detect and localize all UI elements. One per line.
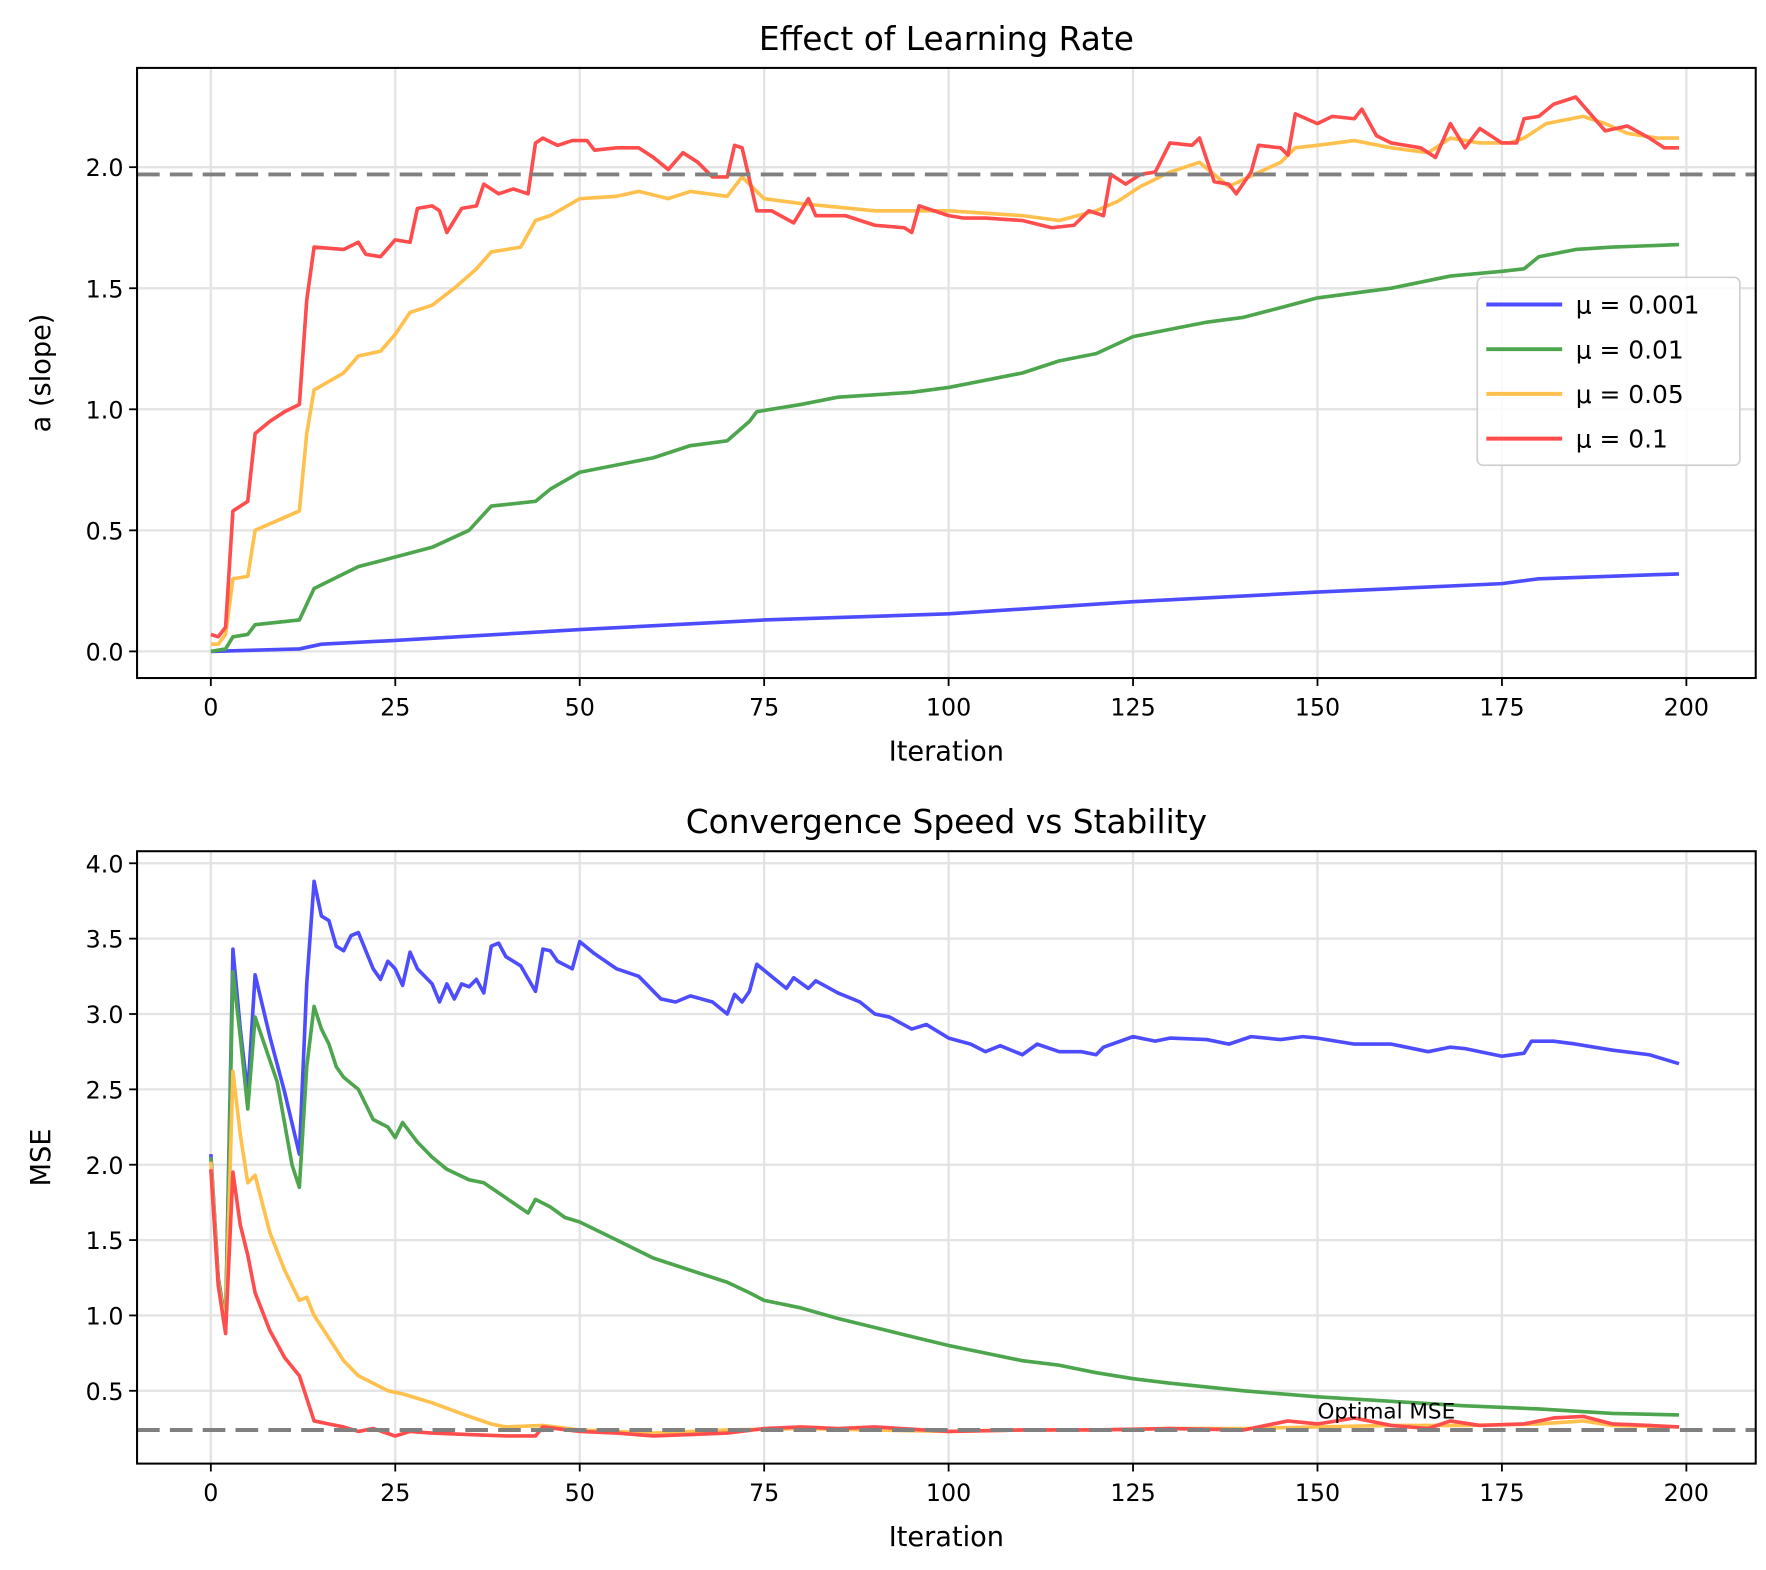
annotation-text: Optimal MSE — [1317, 1400, 1455, 1425]
x-tick-label: 100 — [926, 1479, 971, 1507]
series-line-2 — [210, 114, 1679, 646]
x-tick-label: 75 — [749, 1479, 779, 1507]
x-tick-label: 150 — [1295, 1479, 1340, 1507]
axes-frame — [136, 66, 1757, 680]
series-line-3 — [210, 95, 1679, 639]
x-tick-label: 150 — [1295, 693, 1340, 721]
y-tick-label: 0.0 — [86, 638, 124, 666]
x-tick-label: 50 — [565, 1479, 595, 1507]
x-tick-label: 175 — [1479, 1479, 1524, 1507]
x-tick-label: 25 — [380, 693, 410, 721]
y-axis-label: MSE — [26, 1128, 57, 1186]
x-axis-label: Iteration — [889, 737, 1004, 768]
series-line-2 — [209, 1069, 1680, 1435]
series-line-0 — [209, 879, 1680, 1325]
x-tick-label: 25 — [380, 1479, 410, 1507]
y-tick-label: 4.0 — [86, 850, 124, 878]
series-line-1 — [209, 969, 1680, 1417]
legend-box — [1476, 276, 1741, 467]
x-tick-label: 125 — [1110, 693, 1155, 721]
series-line-3 — [209, 1169, 1680, 1438]
x-tick-label: 175 — [1479, 693, 1524, 721]
legend-label-3: μ = 0.1 — [1576, 425, 1668, 454]
mse-chart: Optimal MSE 0 25 50 75 100 125 150 175 200 0.5 1.0 1… — [26, 803, 1757, 1553]
x-tick-label: 200 — [1664, 1479, 1709, 1507]
series-line-0 — [210, 572, 1680, 654]
y-tick-label: 2.5 — [86, 1076, 124, 1104]
x-tick-label: 100 — [926, 693, 971, 721]
y-tick-label: 0.5 — [86, 517, 124, 545]
y-tick-label: 2.0 — [86, 1152, 124, 1180]
y-axis-label: a (slope) — [26, 314, 57, 433]
chart-title: Convergence Speed vs Stability — [686, 803, 1207, 841]
y-tick-label: 0.5 — [86, 1378, 124, 1406]
legend: μ = 0.001 μ = 0.01 μ = 0.05 μ = 0.1 — [1476, 276, 1741, 467]
series-line-1 — [210, 242, 1680, 654]
x-tick-label: 75 — [749, 693, 779, 721]
legend-label-0: μ = 0.001 — [1576, 291, 1700, 320]
x-tick-label: 0 — [203, 693, 218, 721]
chart-title: Effect of Learning Rate — [759, 20, 1134, 58]
legend-label-2: μ = 0.05 — [1576, 380, 1684, 409]
y-tick-label: 1.0 — [86, 396, 124, 424]
y-tick-label: 3.5 — [86, 926, 124, 954]
x-tick-label: 50 — [565, 693, 595, 721]
x-tick-label: 125 — [1110, 1479, 1155, 1507]
x-tick-label: 200 — [1664, 693, 1709, 721]
y-tick-label: 2.0 — [86, 154, 124, 182]
y-tick-label: 1.5 — [86, 1227, 124, 1255]
legend-label-1: μ = 0.01 — [1576, 335, 1684, 364]
slope-chart: 0 25 50 75 100 125 150 175 200 0.0 0.5 1.0 1.5 2.0 Eff… — [26, 20, 1757, 768]
y-tick-label: 3.0 — [86, 1001, 124, 1029]
x-axis-label: Iteration — [889, 1522, 1004, 1553]
x-tick-label: 0 — [203, 1479, 218, 1507]
y-tick-label: 1.0 — [86, 1302, 124, 1330]
y-tick-label: 1.5 — [86, 275, 124, 303]
axes-frame — [136, 850, 1757, 1465]
